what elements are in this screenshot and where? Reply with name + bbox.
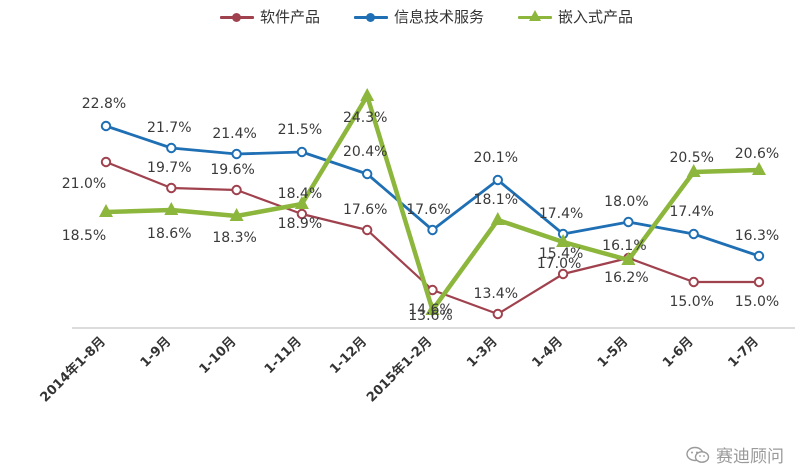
data-label-embedded: 20.6% [735, 146, 779, 162]
legend-label-it-service: 信息技术服务 [394, 8, 485, 26]
x-tick-label: 1-10月 [197, 334, 240, 377]
series-line-it-service [105, 124, 760, 258]
data-label-it-service: 16.3% [735, 228, 779, 244]
data-label-embedded: 18.5% [62, 228, 106, 244]
legend-marker-software [220, 10, 254, 24]
data-point-it-service [166, 142, 177, 154]
data-point-embedded [621, 252, 636, 265]
data-point-embedded [360, 88, 375, 101]
data-label-embedded: 20.5% [669, 150, 713, 166]
data-point-embedded [556, 234, 571, 247]
data-point-software [296, 208, 308, 220]
data-point-embedded [164, 202, 179, 215]
data-label-it-service: 21.4% [212, 126, 256, 142]
data-point-embedded [686, 164, 701, 177]
data-point-embedded [294, 196, 309, 209]
x-tick-label: 1-6月 [660, 334, 696, 370]
data-point-it-service [100, 120, 112, 132]
data-label-it-service: 22.8% [82, 96, 126, 112]
data-label-embedded: 18.3% [212, 230, 256, 246]
data-label-it-service: 17.4% [539, 206, 583, 222]
data-label-it-service: 18.0% [604, 194, 648, 210]
data-label-it-service: 17.4% [669, 204, 713, 220]
data-point-it-service [492, 174, 503, 186]
data-label-embedded: 18.6% [147, 226, 191, 242]
data-point-software [100, 156, 112, 168]
legend-item-software: 软件产品 [220, 6, 320, 27]
data-point-embedded [752, 162, 766, 175]
legend-marker-embedded [518, 9, 553, 24]
data-point-embedded [229, 208, 244, 221]
x-tick-label: 1-3月 [464, 334, 500, 370]
data-point-software [166, 182, 177, 194]
data-label-it-service: 21.7% [147, 120, 191, 136]
data-point-software [231, 184, 242, 196]
data-point-it-service [623, 216, 634, 228]
data-label-it-service: 17.6% [406, 202, 450, 218]
data-point-embedded [490, 212, 505, 225]
legend-marker-it-service [354, 10, 389, 24]
data-label-software: 19.7% [147, 160, 191, 176]
data-point-embedded [99, 204, 113, 217]
legend-label-embedded: 嵌入式产品 [558, 8, 634, 26]
data-label-software: 15.0% [669, 294, 713, 310]
data-label-software: 16.2% [604, 270, 648, 286]
data-point-embedded [425, 302, 440, 315]
data-label-embedded: 24.3% [343, 110, 387, 126]
data-label-it-service: 21.5% [278, 122, 322, 138]
data-label-embedded: 13.6% [408, 308, 452, 324]
data-label-software: 13.4% [474, 286, 518, 302]
legend-item-embedded: 嵌入式产品 [518, 6, 633, 27]
x-tick-label: 1-7月 [725, 334, 761, 370]
data-label-it-service: 20.1% [474, 150, 518, 166]
data-label-software: 19.6% [210, 162, 254, 178]
legend-label-software: 软件产品 [260, 8, 321, 26]
data-point-software [492, 308, 503, 320]
data-point-it-service [296, 146, 308, 158]
x-tick-label: 1-5月 [595, 334, 631, 370]
data-label-embedded: 17.0% [537, 256, 581, 272]
data-label-software: 15.4% [539, 246, 583, 262]
data-label-software: 17.6% [343, 202, 387, 218]
watermark-text: 赛迪顾问 [716, 447, 784, 467]
data-point-it-service [427, 224, 438, 236]
data-label-software: 21.0% [62, 176, 106, 192]
data-point-it-service [362, 168, 373, 180]
data-label-software: 14.6% [408, 302, 452, 318]
data-label-software: 15.0% [735, 294, 779, 310]
data-label-it-service: 20.4% [343, 144, 387, 160]
data-point-it-service [753, 250, 765, 262]
legend-item-it-service: 信息技术服务 [354, 6, 484, 27]
x-tick-label: 2015年1-2月 [363, 334, 435, 406]
data-label-embedded: 18.9% [278, 216, 322, 232]
data-label-software: 18.4% [278, 186, 322, 202]
x-tick-label: 1-11月 [262, 334, 305, 377]
wechat-icon [686, 446, 710, 463]
data-point-software [362, 224, 373, 236]
watermark: 赛迪顾问 [686, 442, 784, 467]
data-point-it-service [688, 228, 699, 240]
data-point-software [688, 276, 699, 288]
legend: 软件产品 信息技术服务 嵌入式产品 [220, 6, 633, 27]
data-label-embedded: 18.1% [474, 192, 518, 208]
x-tick-label: 1-12月 [327, 334, 370, 377]
x-tick-label: 1-9月 [138, 334, 174, 370]
data-point-it-service [231, 148, 242, 160]
data-point-software [753, 276, 765, 288]
x-tick-label: 1-4月 [530, 334, 566, 370]
data-point-software [557, 268, 569, 280]
x-tick-label: 2014年1-8月 [37, 334, 109, 406]
data-label-embedded: 16.1% [602, 238, 646, 254]
